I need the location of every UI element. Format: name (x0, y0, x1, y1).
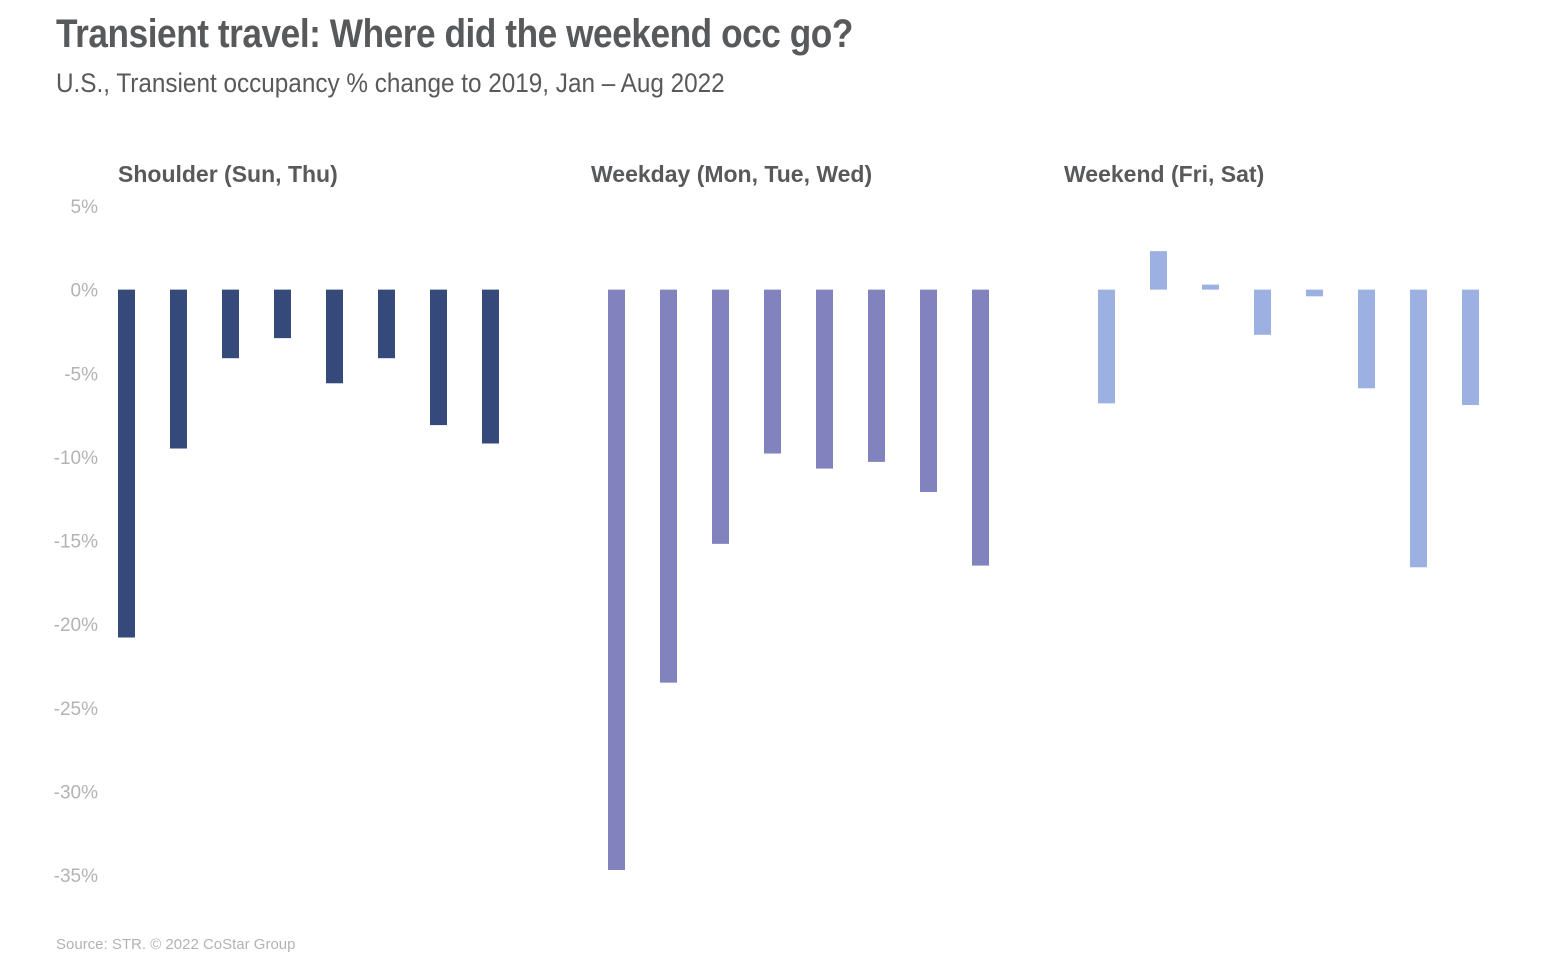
chart-panels: Shoulder (Sun, Thu) Shoulder (Sun, Thu) –… (118, 161, 1479, 870)
bar-apr: Shoulder (Sun, Thu) – Apr: -2.9% (274, 289, 291, 339)
y-tick-label: -30% (54, 782, 98, 803)
bar-jul: Weekday (Mon, Tue, Wed) – Jul: -12.1% (920, 289, 937, 492)
panel-weekend: Weekend (Fri, Sat) Weekend (Fri, Sat) – J… (1064, 161, 1479, 568)
bar-jul: Weekend (Fri, Sat) – Jul: -16.6% (1410, 289, 1427, 568)
y-tick-label: -20% (54, 615, 98, 636)
bar-jun: Shoulder (Sun, Thu) – Jun: -4.1% (378, 289, 395, 359)
y-tick-label: -10% (54, 448, 98, 469)
bar-jun: Weekend (Fri, Sat) – Jun: -5.9% (1358, 289, 1375, 389)
bar-mar: Shoulder (Sun, Thu) – Mar: -4.1% (222, 289, 239, 359)
chart-subtitle: U.S., Transient occupancy % change to 20… (56, 68, 725, 98)
bar-jan: Weekday (Mon, Tue, Wed) – Jan: -34.7% (608, 289, 625, 870)
y-tick-label: -5% (64, 364, 98, 385)
bar-feb: Weekday (Mon, Tue, Wed) – Feb: -23.5% (660, 289, 677, 683)
bar-aug: Weekday (Mon, Tue, Wed) – Aug: -16.5% (972, 289, 989, 566)
source-note: Source: STR. © 2022 CoStar Group (56, 936, 296, 953)
bar-jun: Weekday (Mon, Tue, Wed) – Jun: -10.3% (868, 289, 885, 462)
bar-may: Weekday (Mon, Tue, Wed) – May: -10.7% (816, 289, 833, 469)
bar-feb: Shoulder (Sun, Thu) – Feb: -9.5% (170, 289, 187, 449)
y-axis: 5% 0% -5% -10% -15% -20% -25% -30% -35% (54, 197, 98, 887)
bar-aug: Weekend (Fri, Sat) – Aug: -6.9% (1462, 289, 1479, 406)
y-tick-label: 0% (71, 281, 99, 302)
y-tick-label: -15% (54, 532, 98, 553)
panel-shoulder: Shoulder (Sun, Thu) Shoulder (Sun, Thu) –… (118, 161, 499, 638)
bar-apr: Weekday (Mon, Tue, Wed) – Apr: -9.8% (764, 289, 781, 454)
bar-jan: Shoulder (Sun, Thu) – Jan: -20.8% (118, 289, 135, 638)
bar-aug: Shoulder (Sun, Thu) – Aug: -9.2% (482, 289, 499, 444)
bar-may: Weekend (Fri, Sat) – May: -0.4% (1306, 289, 1323, 297)
panel-title: Weekend (Fri, Sat) (1064, 161, 1264, 187)
chart-title: Transient travel: Where did the weekend … (56, 12, 853, 56)
bar-apr: Weekend (Fri, Sat) – Apr: -2.7% (1254, 289, 1271, 335)
panel-title: Shoulder (Sun, Thu) (118, 161, 338, 187)
y-tick-label: 5% (71, 197, 99, 218)
panel-weekday: Weekday (Mon, Tue, Wed) Weekday (Mon, Tue… (591, 161, 989, 870)
panel-title: Weekday (Mon, Tue, Wed) (591, 161, 872, 187)
bar-jul: Shoulder (Sun, Thu) – Jul: -8.1% (430, 289, 447, 426)
bar-feb: Weekend (Fri, Sat) – Feb: 2.3% (1150, 251, 1167, 290)
bar-jan: Weekend (Fri, Sat) – Jan: -6.8% (1098, 289, 1115, 404)
y-tick-label: -25% (54, 699, 98, 720)
bar-mar: Weekday (Mon, Tue, Wed) – Mar: -15.2% (712, 289, 729, 544)
bar-may: Shoulder (Sun, Thu) – May: -5.6% (326, 289, 343, 384)
bar-mar: Weekend (Fri, Sat) – Mar: 0.3% (1202, 284, 1219, 290)
y-tick-label: -35% (54, 866, 98, 887)
